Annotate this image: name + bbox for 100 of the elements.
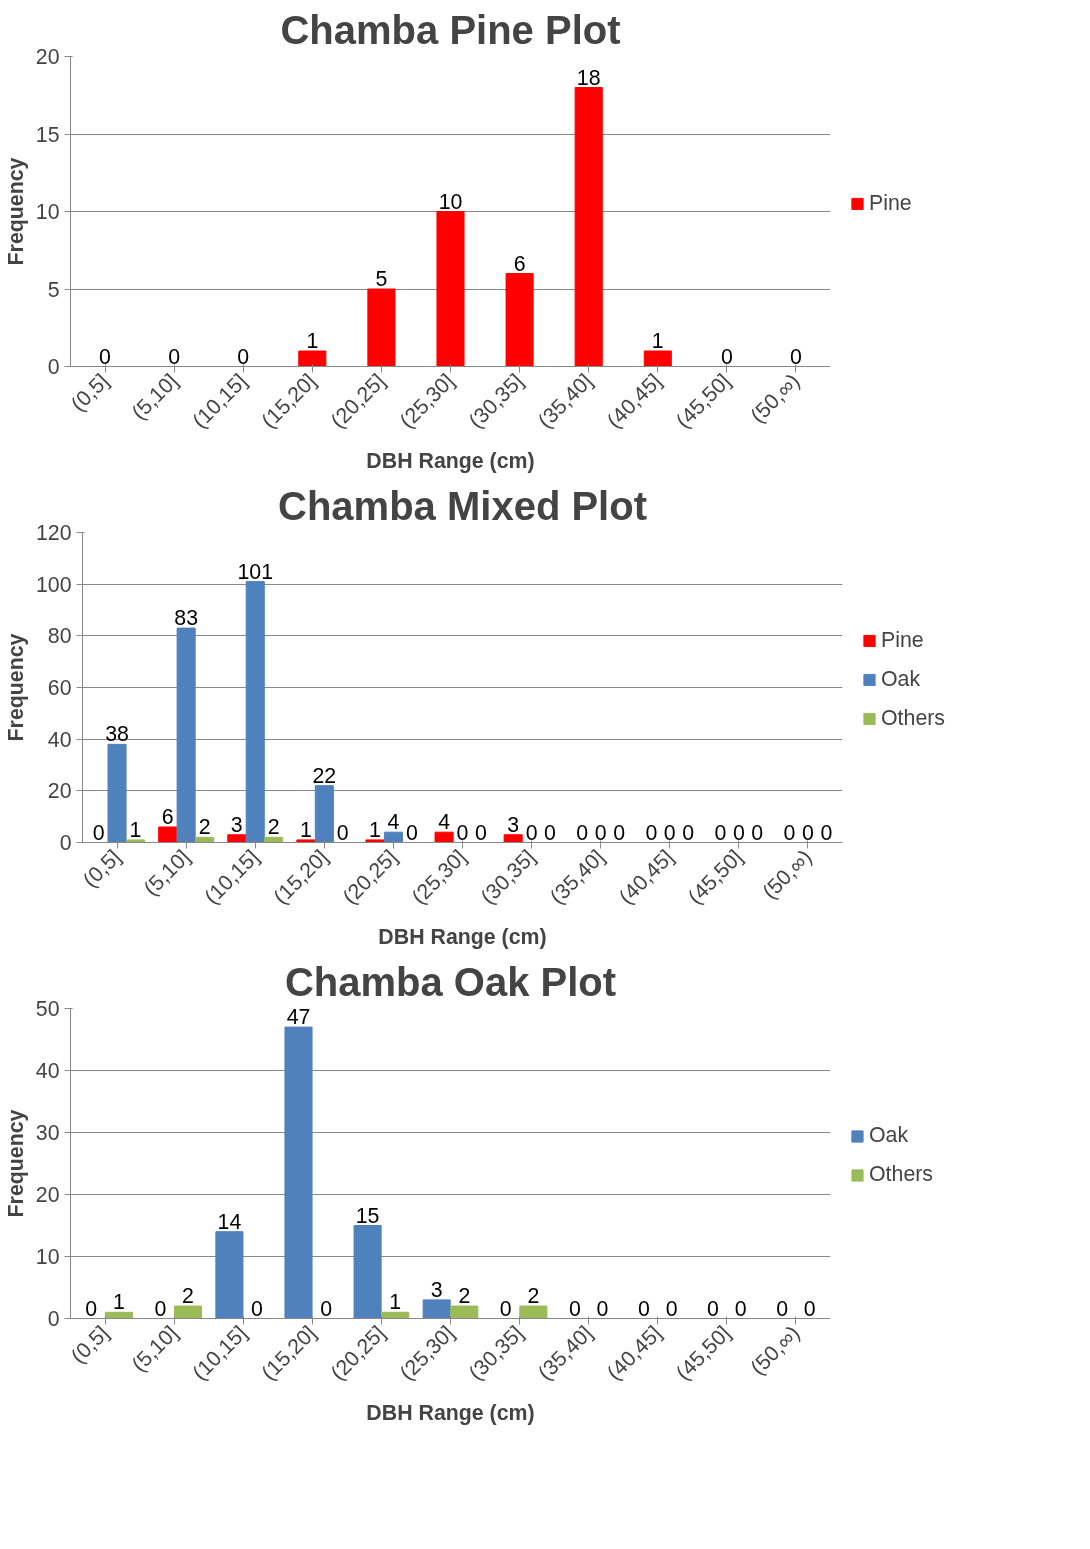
bar — [298, 350, 327, 367]
data-label: 0 — [720, 344, 733, 369]
legend-label: Oak — [869, 1123, 909, 1148]
data-label: 2 — [527, 1284, 540, 1309]
data-label: 3 — [230, 812, 243, 837]
y-tick-label: 5 — [47, 277, 60, 302]
data-label: 0 — [499, 1296, 512, 1321]
bar — [574, 87, 603, 367]
bar — [383, 831, 403, 843]
data-label: 0 — [613, 820, 626, 845]
data-label: 18 — [576, 65, 601, 90]
data-label: 0 — [99, 344, 112, 369]
data-label: 3 — [430, 1277, 443, 1302]
chart-title: Chamba Oak Plot — [284, 959, 617, 1004]
legend-label: Pine — [869, 190, 912, 216]
data-label: 0 — [820, 820, 833, 845]
y-tick-label: 40 — [47, 727, 72, 752]
y-tick-label: 0 — [47, 355, 60, 379]
data-label: 0 — [336, 820, 349, 845]
data-label: 0 — [576, 820, 589, 845]
data-label: 0 — [734, 1296, 747, 1321]
bar — [422, 1299, 451, 1319]
data-label: 1 — [389, 1290, 402, 1315]
data-label: 0 — [168, 344, 181, 369]
y-tick-label: 50 — [35, 997, 60, 1021]
y-axis-title: Frequency — [3, 1109, 28, 1218]
data-label: 2 — [267, 815, 280, 840]
data-label: 2 — [198, 815, 211, 840]
bar — [245, 581, 265, 843]
y-tick-label: 15 — [35, 122, 60, 147]
y-tick-label: 20 — [47, 779, 72, 804]
data-label: 38 — [105, 722, 129, 747]
bar — [434, 831, 454, 843]
data-label: 0 — [645, 820, 658, 845]
data-label: 0 — [237, 344, 250, 369]
y-tick-label: 60 — [47, 676, 72, 700]
y-tick-label: 20 — [35, 45, 60, 69]
data-label: 5 — [375, 267, 388, 291]
data-label: 0 — [92, 820, 105, 845]
bar — [643, 350, 672, 367]
data-label: 3 — [507, 812, 520, 837]
legend-label: Pine — [881, 627, 924, 653]
data-label: 1 — [129, 817, 142, 842]
bar — [367, 288, 396, 367]
data-label: 0 — [594, 820, 607, 845]
data-label: 0 — [251, 1296, 264, 1321]
data-label: 22 — [312, 763, 337, 788]
bar — [284, 1026, 313, 1319]
data-label: 0 — [154, 1296, 167, 1321]
legend-label: Others — [881, 705, 946, 731]
legend-label: Oak — [881, 666, 921, 692]
x-axis-title: DBH Range (cm) — [366, 1401, 535, 1426]
data-label: 0 — [544, 820, 557, 845]
bar — [215, 1231, 244, 1319]
y-tick-label: 30 — [35, 1121, 60, 1145]
y-tick-label: 40 — [35, 1059, 60, 1083]
data-label: 101 — [237, 559, 274, 584]
y-tick-label: 0 — [47, 1307, 60, 1331]
chart-title: Chamba Pine Plot — [280, 7, 621, 52]
y-axis-title: Frequency — [3, 157, 28, 266]
x-axis-title: DBH Range (cm) — [366, 449, 535, 474]
bar — [125, 839, 145, 843]
bar — [314, 785, 334, 843]
bar — [227, 834, 247, 843]
data-label: 0 — [783, 820, 796, 845]
data-label: 2 — [458, 1284, 471, 1309]
data-label: 0 — [751, 820, 764, 845]
data-label: 14 — [217, 1209, 242, 1234]
chart-title: Chamba Mixed Plot — [278, 483, 647, 528]
data-label: 1 — [651, 329, 664, 353]
data-label: 10 — [438, 189, 463, 214]
data-label: 83 — [174, 606, 199, 631]
y-tick-label: 10 — [35, 1245, 60, 1269]
data-label: 2 — [182, 1284, 194, 1309]
data-label: 1 — [369, 817, 381, 842]
data-label: 1 — [306, 329, 319, 353]
data-label: 47 — [286, 1005, 311, 1030]
data-label: 0 — [682, 820, 695, 845]
data-label: 0 — [456, 820, 469, 845]
y-tick-label: 0 — [59, 831, 72, 855]
data-label: 0 — [320, 1296, 333, 1321]
data-label: 0 — [732, 820, 745, 845]
legend-label: Others — [869, 1162, 934, 1187]
data-label: 6 — [161, 805, 174, 829]
data-label: 0 — [596, 1296, 609, 1321]
data-label: 0 — [474, 820, 487, 845]
bar — [519, 1305, 548, 1319]
data-label: 0 — [525, 820, 538, 845]
bar — [173, 1305, 202, 1319]
data-label: 0 — [714, 820, 727, 845]
bar — [505, 273, 534, 367]
data-label: 0 — [638, 1296, 651, 1321]
data-label: 0 — [568, 1296, 581, 1321]
y-tick-label: 80 — [47, 624, 72, 649]
bar — [353, 1225, 382, 1319]
bar — [503, 834, 523, 843]
data-label: 0 — [802, 820, 815, 845]
bar — [436, 211, 465, 367]
data-label: 0 — [665, 1296, 678, 1321]
data-label: 4 — [387, 810, 400, 835]
